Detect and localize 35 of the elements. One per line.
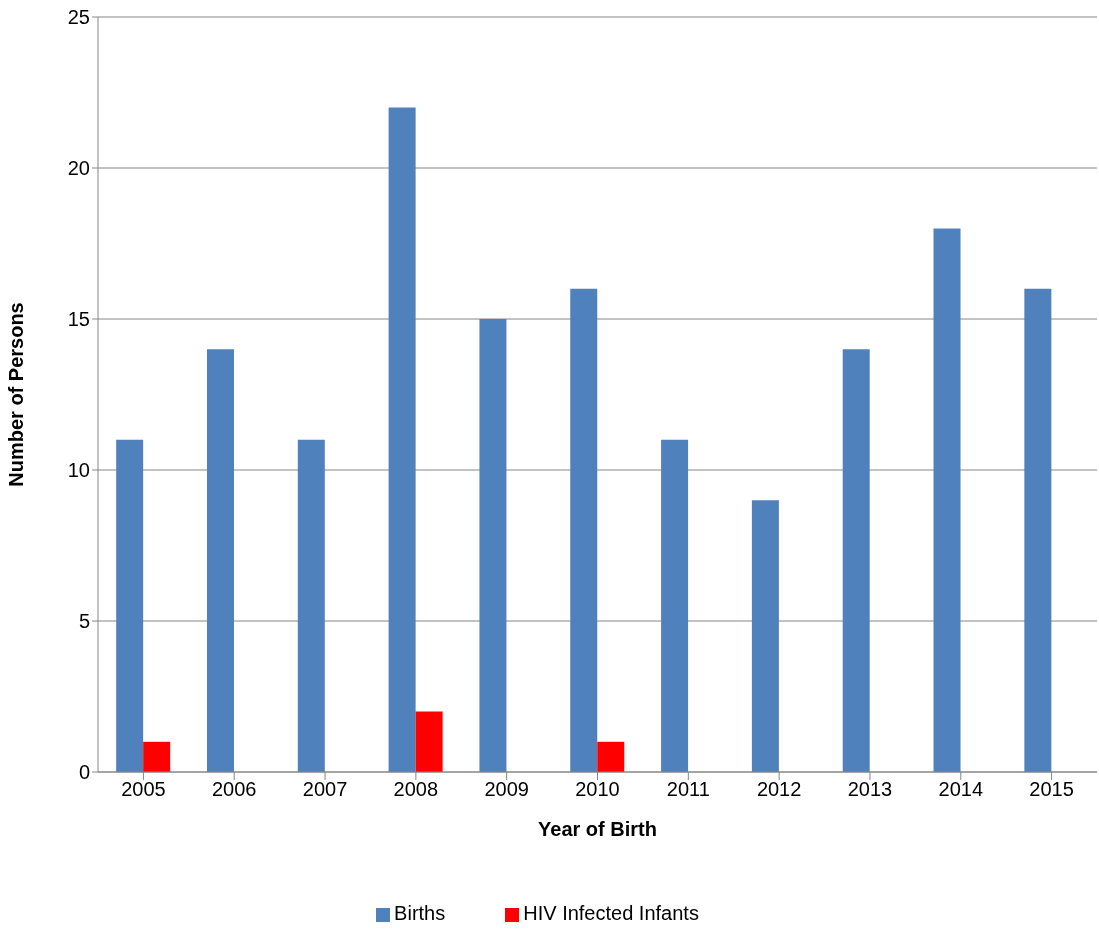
bar: [751, 500, 779, 772]
bar: [206, 349, 234, 772]
x-tick-label: 2015: [1029, 778, 1074, 801]
bar: [388, 107, 416, 772]
bar: [297, 439, 325, 772]
x-tick-label: 2006: [211, 778, 257, 801]
bar: [933, 228, 961, 772]
x-tick-label: 2007: [302, 778, 348, 801]
x-tick-label: 2012: [756, 778, 802, 801]
bar: [597, 741, 625, 772]
x-tick-label: 2009: [484, 778, 529, 801]
x-tick-label: 2013: [847, 778, 893, 801]
x-tick-label: 2014: [938, 778, 984, 801]
bar: [415, 711, 443, 772]
y-tick-label: 15: [67, 308, 90, 331]
bar: [116, 439, 144, 772]
y-tick-label: 5: [78, 610, 90, 633]
bar: [661, 439, 689, 772]
legend-label: Births: [394, 902, 446, 924]
x-tick-label: 2008: [393, 778, 439, 801]
bar: [143, 741, 171, 772]
y-tick-label: 10: [67, 459, 90, 482]
bar: [842, 349, 870, 772]
y-tick-label: 0: [78, 761, 90, 784]
x-axis-title: Year of Birth: [538, 818, 657, 841]
x-tick-label: 2011: [666, 778, 710, 801]
x-tick-label: 2005: [121, 778, 166, 801]
y-tick-label: 25: [67, 6, 90, 29]
bar: [1024, 288, 1052, 772]
x-tick-label: 2010: [575, 778, 620, 801]
bar: [570, 288, 598, 772]
y-tick-label: 20: [67, 157, 90, 180]
legend-label: HIV Infected Infants: [523, 902, 699, 924]
y-axis-title: Number of Persons: [5, 302, 28, 487]
bar: [479, 319, 507, 772]
